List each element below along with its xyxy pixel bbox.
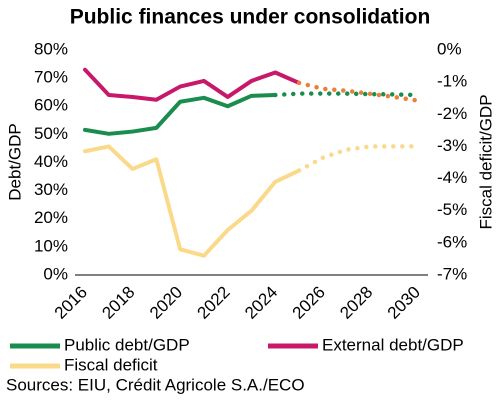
forecast-line — [296, 144, 421, 173]
chart-title: Public finances under consolidation — [70, 6, 431, 29]
series-line — [83, 144, 302, 258]
forecast-line — [296, 80, 421, 103]
y-tick-label: 60% — [34, 96, 68, 115]
y2-tick-label: -2% — [437, 104, 467, 123]
x-tick-label: 2020 — [146, 283, 186, 323]
y2-tick-label: 0% — [437, 39, 462, 58]
y-tick-label: 80% — [34, 39, 68, 58]
y2-tick-label: -3% — [437, 136, 467, 155]
legend-label: Fiscal deficit — [64, 355, 158, 374]
x-tick-label: 2016 — [51, 283, 91, 323]
legend-label: External debt/GDP — [322, 335, 464, 354]
y-tick-label: 10% — [34, 236, 68, 255]
y2-tick-label: -6% — [437, 232, 467, 251]
y-tick-label: 50% — [34, 124, 68, 143]
y2-tick-label: -5% — [437, 200, 467, 219]
y2-axis-label: Fiscal deficit/GDP — [476, 94, 495, 229]
x-tick-label: 2024 — [241, 283, 281, 323]
x-tick-label: 2018 — [98, 283, 138, 323]
y2-tick-label: -4% — [437, 168, 467, 187]
legend-label: Public debt/GDP — [64, 335, 190, 354]
y2-tick-label: -1% — [437, 72, 467, 91]
series-line — [83, 93, 278, 136]
x-tick-label: 2022 — [194, 283, 234, 323]
y-tick-label: 0% — [43, 264, 68, 283]
y-tick-label: 30% — [34, 180, 68, 199]
x-tick-label: 2030 — [384, 283, 424, 323]
y-tick-label: 40% — [34, 152, 68, 171]
y2-tick-label: -7% — [437, 264, 467, 283]
y-axis-label: Debt/GDP — [5, 123, 24, 200]
series-line — [83, 67, 302, 102]
x-tick-label: 2028 — [336, 283, 376, 323]
y-tick-label: 70% — [34, 68, 68, 87]
y-tick-label: 20% — [34, 208, 68, 227]
source-note: Sources: EIU, Crédit Agricole S.A./ECO — [6, 375, 305, 394]
x-tick-label: 2026 — [289, 283, 329, 323]
forecast-line — [273, 91, 421, 98]
